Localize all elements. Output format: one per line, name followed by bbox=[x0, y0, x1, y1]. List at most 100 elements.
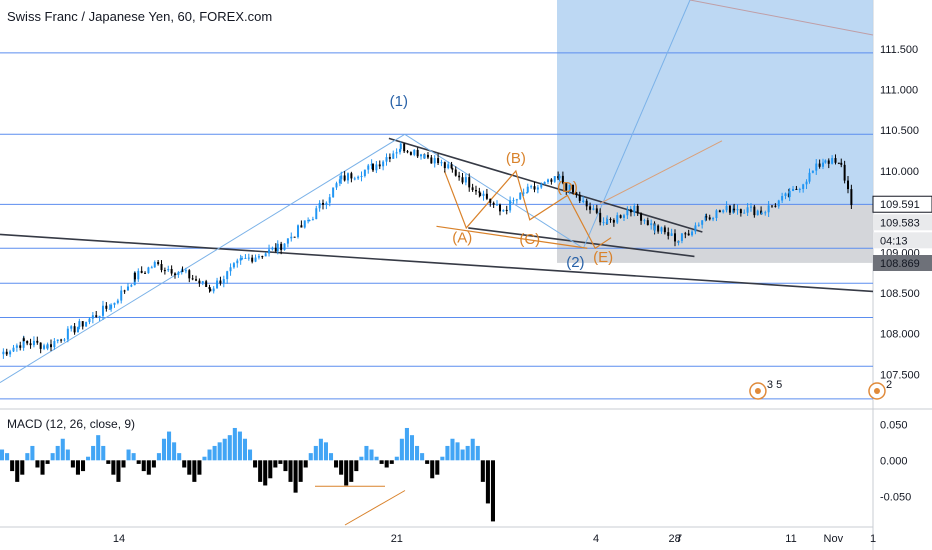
candle-body bbox=[29, 343, 32, 346]
candle-body bbox=[290, 236, 293, 239]
candle-body bbox=[36, 340, 39, 343]
wave-label-orange[interactable]: (E) bbox=[593, 249, 613, 266]
candle-body bbox=[498, 204, 501, 212]
candle-body bbox=[147, 267, 150, 274]
candle-body bbox=[653, 225, 656, 231]
position-boxes[interactable] bbox=[557, 0, 873, 263]
candle-body bbox=[406, 151, 409, 153]
candle-body bbox=[195, 279, 198, 281]
horizontal-levels[interactable] bbox=[0, 52, 873, 400]
wave-label-blue[interactable]: (2) bbox=[566, 254, 584, 271]
abcde-path[interactable] bbox=[443, 169, 612, 250]
candle-body bbox=[315, 208, 318, 220]
macd-bar bbox=[50, 453, 55, 461]
macd-bar bbox=[5, 453, 10, 461]
candle-body bbox=[489, 198, 492, 203]
candle-body bbox=[502, 209, 505, 212]
candle-body bbox=[322, 202, 325, 205]
lower-channel-line[interactable] bbox=[468, 227, 695, 258]
candle-body bbox=[585, 200, 588, 207]
macd-bar bbox=[80, 460, 86, 472]
candle-body bbox=[595, 208, 598, 213]
event-marks[interactable]: 3 5 2 bbox=[749, 379, 932, 400]
macd-bar bbox=[91, 445, 96, 461]
target-line[interactable] bbox=[689, 0, 874, 36]
candle-body bbox=[133, 272, 136, 280]
candle-body bbox=[101, 305, 104, 316]
macd-bar bbox=[283, 460, 288, 472]
candle-body bbox=[395, 152, 398, 154]
macd-bar bbox=[409, 435, 415, 461]
candle-body bbox=[626, 209, 629, 216]
candle-body bbox=[163, 270, 166, 272]
candle-body bbox=[663, 227, 666, 233]
stop-zone-box[interactable] bbox=[557, 204, 873, 263]
candle-body bbox=[704, 216, 707, 221]
macd-bar bbox=[151, 460, 156, 468]
projection-line[interactable] bbox=[582, 0, 691, 249]
candle-body bbox=[212, 288, 215, 292]
candle-body bbox=[815, 163, 818, 171]
candle-body bbox=[629, 209, 632, 213]
macd-bar bbox=[374, 456, 379, 461]
candle-body bbox=[592, 208, 595, 210]
candle-body bbox=[222, 279, 225, 284]
macd-bar bbox=[15, 460, 20, 482]
candle-body bbox=[216, 280, 219, 289]
wave-label-blue[interactable]: (1) bbox=[390, 93, 408, 110]
macd-bar bbox=[177, 453, 182, 461]
abcde-base-line[interactable] bbox=[436, 225, 588, 249]
candle-body bbox=[657, 225, 660, 232]
macd-bar bbox=[248, 449, 253, 461]
candle-body bbox=[173, 273, 176, 275]
candle-body bbox=[63, 339, 66, 341]
correction-line[interactable] bbox=[404, 133, 584, 249]
macd-bar bbox=[445, 445, 450, 461]
long-trendline[interactable] bbox=[0, 233, 874, 293]
candle-body bbox=[209, 289, 212, 292]
macd-bar bbox=[354, 460, 359, 472]
wave-label-orange[interactable]: (C) bbox=[519, 231, 540, 248]
macd-bar bbox=[227, 435, 232, 461]
candle-body bbox=[49, 344, 52, 348]
candle-body bbox=[300, 225, 303, 228]
impulse-line[interactable] bbox=[0, 133, 406, 384]
candle-body bbox=[599, 212, 602, 223]
candle-body bbox=[701, 220, 704, 225]
wave-label-orange[interactable]: (A) bbox=[452, 230, 472, 247]
candle-body bbox=[440, 162, 443, 164]
candle-body bbox=[640, 213, 643, 221]
candle-body bbox=[46, 344, 49, 349]
macd-title: MACD (12, 26, close, 9) bbox=[7, 417, 136, 431]
candle-body bbox=[338, 179, 341, 184]
macd-bar bbox=[465, 445, 470, 461]
event-icon-dot bbox=[754, 388, 761, 394]
candle-body bbox=[43, 345, 46, 349]
trend-lines[interactable] bbox=[0, 0, 874, 384]
wave-annotations[interactable]: (1) (2) (B) (D) (A) (C) (E) bbox=[390, 93, 614, 271]
candle-body bbox=[293, 236, 296, 238]
wave-label-orange[interactable]: (B) bbox=[506, 150, 526, 167]
candle-body bbox=[76, 327, 79, 333]
candle-body bbox=[636, 205, 639, 214]
candle-body bbox=[550, 179, 553, 182]
risk-reward-line[interactable] bbox=[599, 140, 723, 204]
candle-body bbox=[468, 177, 471, 188]
target-zone-box[interactable] bbox=[557, 0, 873, 205]
candle-body bbox=[251, 257, 254, 262]
candle-body bbox=[525, 192, 528, 194]
candle-body bbox=[123, 290, 126, 292]
candle-body bbox=[756, 210, 759, 216]
candle-body bbox=[208, 287, 211, 290]
wave-label-orange[interactable]: (D) bbox=[557, 179, 578, 196]
macd-bar bbox=[323, 442, 328, 461]
macd-bar bbox=[344, 460, 349, 486]
candle-body bbox=[526, 186, 529, 193]
macd-bar bbox=[116, 460, 121, 482]
candle-body bbox=[350, 173, 353, 179]
level-price-tag: 108.869 bbox=[880, 258, 920, 270]
candle-body bbox=[254, 257, 257, 262]
candle-body bbox=[622, 215, 625, 218]
upper-channel-line[interactable] bbox=[388, 137, 703, 233]
